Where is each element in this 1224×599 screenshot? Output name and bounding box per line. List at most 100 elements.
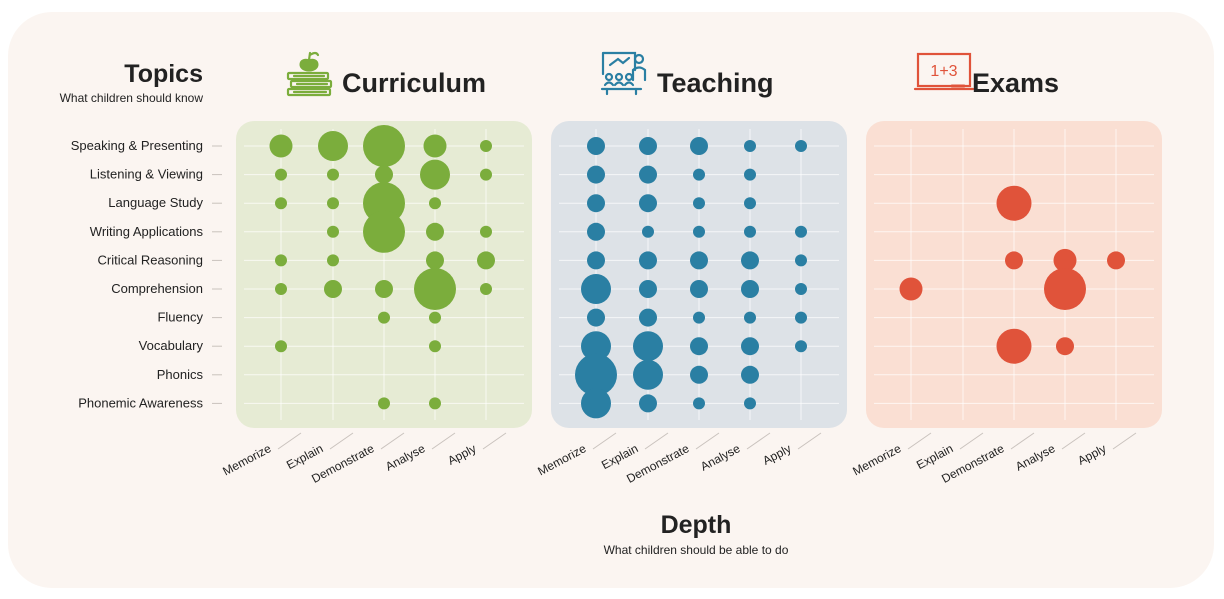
data-point [693, 311, 705, 324]
chalkboard-icon: 1+3 [913, 52, 975, 91]
data-point [1044, 268, 1086, 310]
x-tick [695, 432, 720, 450]
data-point [996, 328, 1032, 364]
topic-label: Comprehension [111, 281, 203, 296]
data-point [420, 159, 450, 190]
data-point [795, 340, 807, 353]
x-tick [329, 432, 354, 450]
data-point [1056, 337, 1074, 356]
topic-label: Phonics [157, 367, 204, 382]
data-point [363, 125, 405, 167]
data-point [480, 283, 492, 295]
x-tick [1010, 432, 1035, 450]
topic-label: Fluency [157, 310, 203, 325]
data-point [1053, 248, 1077, 272]
data-point [744, 225, 756, 238]
data-point [795, 225, 807, 238]
data-point [693, 225, 705, 238]
data-point [795, 254, 807, 267]
data-point [744, 311, 756, 324]
x-tick [644, 432, 669, 450]
data-point [639, 137, 657, 155]
x-tick [431, 432, 456, 450]
data-point [693, 168, 705, 181]
data-point [795, 283, 807, 295]
data-point [327, 197, 339, 210]
data-point [587, 222, 605, 241]
data-point [327, 225, 339, 238]
data-point [581, 331, 611, 362]
classroom-icon [600, 51, 647, 96]
data-point [587, 251, 605, 270]
data-point [690, 365, 708, 384]
data-point [741, 251, 759, 270]
x-tick [907, 432, 932, 450]
data-point [744, 140, 756, 152]
data-point [414, 268, 456, 310]
data-point [477, 251, 495, 270]
x-tick [1112, 432, 1137, 450]
data-point [996, 185, 1032, 221]
data-point [587, 194, 605, 213]
chalkboard-text: 1+3 [930, 63, 957, 80]
x-tick [959, 432, 984, 450]
x-tick [380, 432, 405, 450]
data-point [744, 397, 756, 410]
y-axis-subtitle: What children should know [60, 91, 204, 105]
data-point [375, 165, 393, 184]
data-point [327, 168, 339, 181]
data-point [378, 311, 390, 324]
data-point [581, 274, 611, 304]
x-tick [482, 432, 507, 450]
data-point [575, 353, 617, 396]
data-point [587, 137, 605, 155]
data-point [480, 140, 492, 152]
x-tick [277, 432, 302, 450]
data-point [480, 168, 492, 181]
data-point [363, 210, 405, 253]
data-point [429, 311, 441, 324]
data-point [690, 137, 708, 155]
data-point [587, 165, 605, 184]
panel-title: Curriculum [342, 68, 486, 98]
data-point [269, 134, 293, 158]
data-point [275, 168, 287, 181]
data-point [581, 388, 611, 419]
data-point [633, 359, 663, 390]
data-point [741, 365, 759, 384]
y-axis-title: Topics [124, 60, 203, 88]
data-point [327, 254, 339, 267]
data-point [795, 140, 807, 152]
data-point [1107, 251, 1125, 270]
data-point [639, 280, 657, 298]
x-tick [592, 432, 617, 450]
data-point [690, 337, 708, 356]
data-point [744, 168, 756, 181]
data-point [423, 134, 447, 158]
data-point [426, 222, 444, 241]
data-point [639, 165, 657, 184]
data-point [690, 280, 708, 298]
x-axis-title: Depth [661, 511, 732, 539]
data-point [318, 131, 348, 161]
data-point [275, 197, 287, 210]
topic-label: Critical Reasoning [98, 252, 204, 267]
panel-title: Exams [972, 68, 1059, 98]
data-point [275, 283, 287, 295]
x-tick [797, 432, 822, 450]
topic-label: Speaking & Presenting [71, 138, 203, 153]
data-point [324, 280, 342, 298]
x-tick [1061, 432, 1086, 450]
data-point [1005, 251, 1023, 270]
data-point [639, 394, 657, 413]
data-point [741, 280, 759, 298]
data-point [795, 311, 807, 324]
data-point [693, 397, 705, 410]
books-apple-icon [286, 51, 333, 97]
topic-label: Language Study [108, 195, 203, 210]
topic-label: Listening & Viewing [90, 167, 203, 182]
data-point [378, 397, 390, 410]
